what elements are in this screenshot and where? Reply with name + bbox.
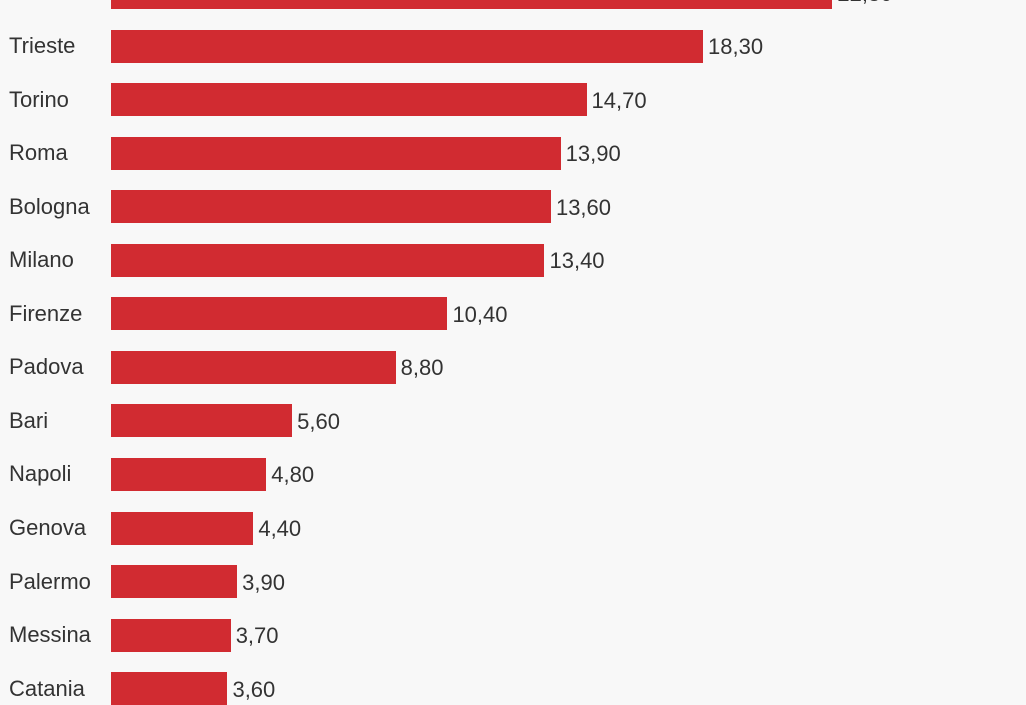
bar xyxy=(111,511,254,545)
bar xyxy=(111,618,231,652)
data-label: 3,60 xyxy=(232,676,276,702)
category-label: Genova xyxy=(9,515,87,540)
data-label: 14,70 xyxy=(591,87,647,113)
category-label: Roma xyxy=(9,140,68,166)
data-label: 5,60 xyxy=(297,408,340,434)
category-label: Bari xyxy=(9,407,49,433)
data-label: 3,90 xyxy=(242,569,285,595)
category-label: Verona xyxy=(9,0,79,6)
data-label: 4,80 xyxy=(271,462,315,488)
data-label: 4,40 xyxy=(258,516,302,541)
data-label: 22,30 xyxy=(837,0,892,7)
category-label: Messina xyxy=(9,622,91,648)
category-label: Catania xyxy=(9,675,85,701)
category-label: Palermo xyxy=(9,568,91,594)
bar xyxy=(111,457,267,491)
bar xyxy=(111,190,551,224)
bar xyxy=(111,29,703,63)
bar xyxy=(111,404,293,438)
data-label: 3,70 xyxy=(235,623,279,649)
data-label: 18,30 xyxy=(708,34,764,60)
data-label: 8,80 xyxy=(400,355,444,381)
bar xyxy=(111,136,561,170)
bar xyxy=(111,243,545,277)
category-label: Napoli xyxy=(9,461,72,487)
category-label: Firenze xyxy=(9,300,83,326)
bar xyxy=(111,83,587,117)
data-label: 13,60 xyxy=(555,194,612,220)
bar xyxy=(111,672,228,705)
data-label: 13,40 xyxy=(549,248,605,274)
category-label: Torino xyxy=(9,86,69,112)
bar xyxy=(111,350,396,384)
bar xyxy=(111,0,833,9)
bar xyxy=(111,297,448,331)
bar xyxy=(111,565,238,599)
data-label: 10,40 xyxy=(452,301,508,327)
category-label: Trieste xyxy=(9,33,76,59)
category-label: Milano xyxy=(9,247,74,273)
bar-chart: Verona 22,30 Trieste 18,30 Torino 14,70 Roma 13… xyxy=(9,0,892,705)
data-label: 13,90 xyxy=(565,141,621,167)
category-label: Padova xyxy=(9,354,84,380)
category-label: Bologna xyxy=(9,193,90,219)
